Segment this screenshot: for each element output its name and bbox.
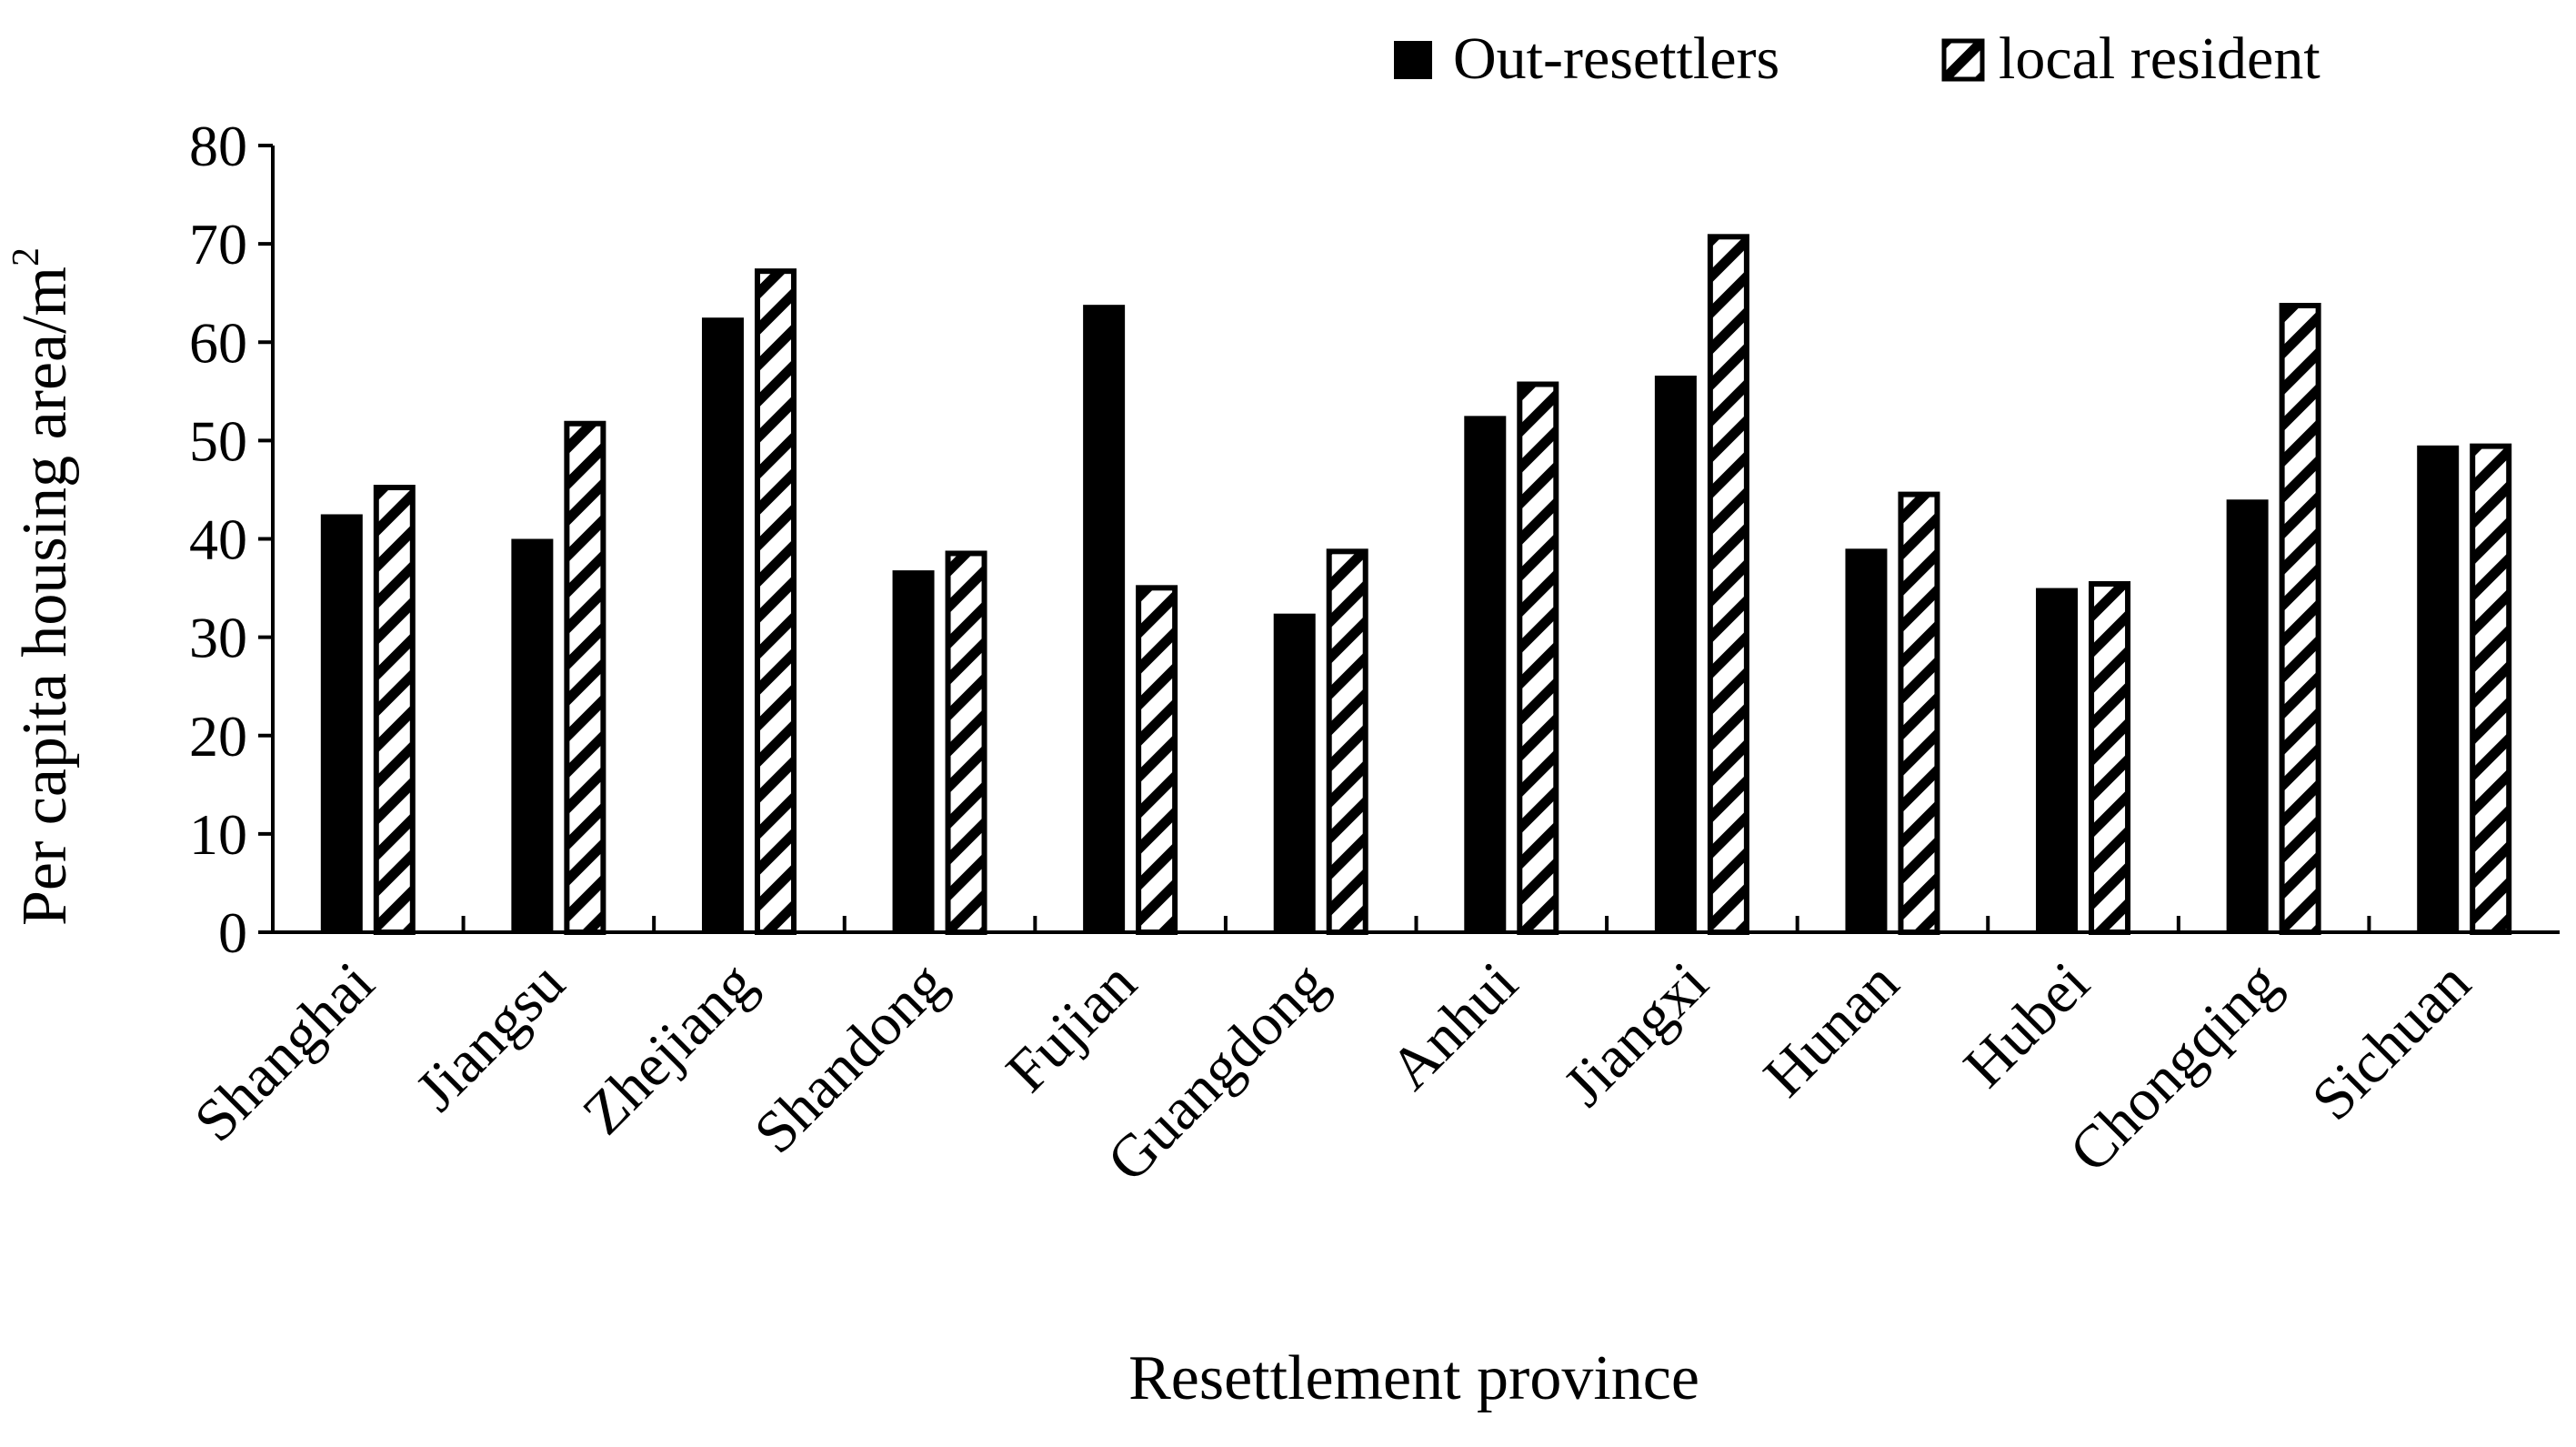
x-tick-label-group-sichuan: Sichuan [2300, 950, 2483, 1133]
y-tick-label-80: 80 [189, 114, 247, 178]
x-tick-label-group-fujian: Fujian [994, 950, 1149, 1105]
bar-local-resident-shandong [945, 550, 987, 935]
bar-out-resettlers-zhejiang [701, 317, 744, 932]
bar-out-resettlers-hubei [2036, 588, 2079, 932]
y-axis-title-superscript: 2 [5, 247, 47, 266]
x-tick-label-hunan: Hunan [1751, 950, 1911, 1110]
y-tick-label-70: 70 [189, 212, 247, 276]
x-tick-label-group-zhejiang: Zhejiang [570, 950, 767, 1147]
bar-local-resident-hunan [1898, 491, 1940, 935]
x-tick-label-group-shanghai: Shanghai [182, 950, 386, 1154]
bar-local-resident-shanghai [373, 485, 416, 935]
x-tick-label-group-shandong: Shandong [742, 950, 958, 1166]
bar-local-resident-anhui [1517, 381, 1559, 935]
x-tick-label-group-jiangsu: Jiangsu [403, 950, 577, 1124]
x-tick-label-group-hubei: Hubei [1951, 950, 2102, 1100]
bar-local-resident-hubei [2089, 580, 2131, 936]
legend-swatch-local-resident [1941, 38, 1985, 82]
bar-local-resident-jiangsu [564, 420, 606, 935]
x-tick-label-jiangsu: Jiangsu [403, 950, 577, 1124]
legend: Out-resettlers local resident [1394, 25, 2320, 92]
y-tick-label-0: 0 [218, 900, 247, 965]
y-tick-label-60: 60 [189, 310, 247, 375]
x-tick-label-group-hunan: Hunan [1751, 950, 1911, 1110]
bar-local-resident-jiangxi [1707, 234, 1749, 935]
y-tick-label-50: 50 [189, 408, 247, 473]
bar-local-resident-guangdong [1326, 548, 1368, 935]
x-tick-label-shandong: Shandong [742, 950, 958, 1166]
bar-out-resettlers-anhui [1464, 416, 1507, 932]
bar-local-resident-chongqing [2279, 303, 2321, 935]
bar-out-resettlers-hunan [1845, 548, 1888, 932]
bar-out-resettlers-shandong [892, 570, 935, 932]
x-tick-label-group-anhui: Anhui [1378, 950, 1530, 1102]
legend-swatch-out-resettlers [1394, 41, 1432, 79]
y-tick-label-40: 40 [189, 507, 247, 572]
x-tick-label-group-jiangxi: Jiangxi [1551, 950, 1720, 1119]
bar-local-resident-fujian [1136, 585, 1178, 935]
x-tick-label-sichuan: Sichuan [2300, 950, 2483, 1133]
bar-out-resettlers-shanghai [320, 514, 363, 932]
x-tick-label-shanghai: Shanghai [182, 950, 386, 1154]
bar-out-resettlers-sichuan [2417, 445, 2460, 932]
bar-out-resettlers-jiangsu [511, 538, 554, 932]
legend-label-local-resident: local resident [1999, 25, 2320, 92]
bar-local-resident-zhejiang [754, 268, 797, 935]
bar-out-resettlers-jiangxi [1654, 376, 1697, 932]
bar-local-resident-sichuan [2470, 443, 2512, 935]
bar-out-resettlers-chongqing [2226, 499, 2269, 932]
y-tick-label-30: 30 [189, 606, 247, 670]
x-tick-label-fujian: Fujian [994, 950, 1149, 1105]
bar-out-resettlers-guangdong [1273, 613, 1316, 932]
bar-out-resettlers-fujian [1083, 305, 1126, 933]
legend-label-out-resettlers: Out-resettlers [1453, 25, 1779, 92]
x-tick-label-chongqing: Chongqing [2057, 950, 2292, 1185]
x-tick-label-anhui: Anhui [1378, 950, 1530, 1102]
y-axis-title: Per capita housing area/m2 [5, 247, 80, 926]
x-tick-label-jiangxi: Jiangxi [1551, 950, 1720, 1119]
x-tick-label-group-chongqing: Chongqing [2057, 950, 2292, 1185]
x-tick-label-zhejiang: Zhejiang [570, 950, 767, 1147]
x-tick-label-hubei: Hubei [1951, 950, 2102, 1100]
x-axis-title: Resettlement province [1128, 1343, 1699, 1413]
y-tick-label-10: 10 [189, 802, 247, 867]
y-tick-label-20: 20 [189, 704, 247, 769]
